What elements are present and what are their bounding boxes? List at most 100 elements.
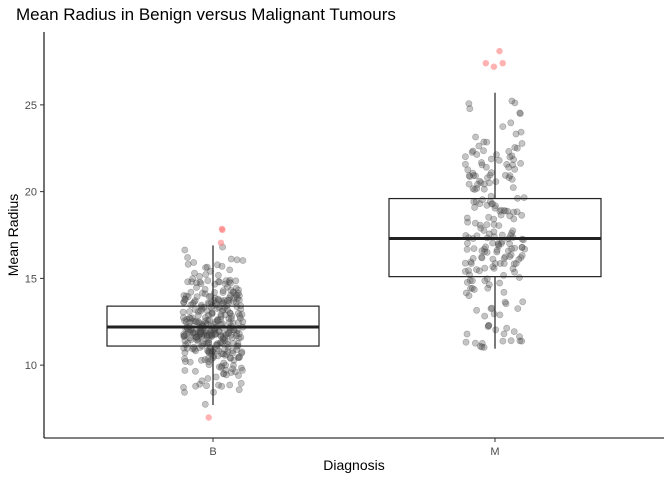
data-point (510, 208, 517, 216)
data-point (507, 119, 515, 127)
data-point (225, 278, 233, 286)
data-point (208, 299, 215, 307)
data-point (506, 253, 514, 260)
data-point (487, 155, 495, 163)
data-point (466, 277, 474, 284)
data-point (200, 332, 207, 339)
data-point (473, 184, 481, 192)
data-point (235, 296, 243, 304)
data-point (204, 347, 212, 355)
data-point (181, 246, 189, 254)
data-point (510, 260, 518, 268)
data-point (222, 366, 230, 374)
data-point (482, 243, 489, 251)
data-point (501, 253, 509, 261)
data-point (478, 159, 485, 166)
boxes (106, 92, 602, 406)
data-point (201, 290, 209, 298)
data-point (184, 293, 192, 301)
data-point (200, 330, 208, 338)
data-point (231, 368, 239, 376)
data-point (221, 296, 228, 304)
data-point (181, 317, 188, 325)
data-point (198, 377, 206, 385)
data-point (191, 328, 199, 336)
data-point (505, 147, 513, 155)
data-point (465, 267, 472, 274)
data-point (463, 214, 471, 222)
data-point (465, 180, 473, 188)
data-point (487, 192, 495, 200)
data-point (499, 337, 507, 345)
data-point (235, 353, 243, 361)
data-point (490, 221, 498, 228)
data-point (218, 307, 226, 315)
data-point (510, 156, 517, 163)
data-point (511, 244, 519, 252)
data-point (217, 313, 225, 321)
data-point (208, 333, 216, 340)
outlier-point (218, 225, 226, 233)
data-point (499, 123, 507, 130)
data-point (235, 330, 243, 338)
data-point (471, 219, 479, 227)
data-point (218, 362, 226, 370)
data-point (489, 255, 497, 263)
data-point (476, 177, 483, 185)
data-point (463, 239, 471, 247)
data-point (194, 311, 202, 319)
data-point (511, 268, 518, 276)
data-point (506, 212, 514, 220)
data-point (181, 367, 189, 374)
data-point (508, 245, 515, 253)
data-point (191, 330, 199, 338)
data-point (467, 284, 474, 292)
data-point (476, 267, 483, 275)
data-point (196, 328, 204, 336)
data-point (461, 160, 469, 168)
data-point (224, 348, 232, 355)
data-point (214, 295, 222, 303)
data-point (517, 128, 525, 136)
data-point (491, 204, 499, 212)
data-point (488, 200, 495, 208)
data-point (223, 330, 230, 338)
data-point (183, 344, 191, 352)
data-point (197, 356, 205, 364)
data-point (506, 172, 514, 179)
data-point (182, 292, 190, 300)
x-axis-title: Diagnosis (323, 457, 384, 473)
data-point (463, 278, 471, 286)
data-point (203, 329, 210, 337)
data-point (239, 318, 247, 326)
data-point (513, 208, 521, 216)
data-point (480, 138, 488, 146)
data-point (180, 330, 187, 338)
data-point (504, 207, 511, 215)
data-point (196, 330, 204, 338)
data-point (222, 361, 229, 369)
x-tick-label: M (490, 446, 499, 458)
data-point (193, 279, 200, 287)
data-point (180, 333, 188, 341)
data-point (215, 278, 222, 286)
data-point (180, 332, 188, 340)
data-point (221, 351, 229, 359)
data-point (196, 272, 203, 280)
data-point (219, 289, 227, 296)
data-point (485, 213, 493, 221)
data-point (510, 215, 518, 223)
y-tick-label: 10 (25, 360, 37, 372)
data-point (517, 254, 525, 261)
data-point (197, 280, 205, 288)
data-point (181, 388, 188, 396)
data-point (465, 292, 473, 300)
data-point (214, 271, 222, 279)
data-point (179, 314, 187, 321)
data-point (510, 328, 518, 335)
data-point (179, 308, 187, 316)
data-point (203, 332, 211, 340)
data-point (509, 227, 517, 235)
data-point (237, 333, 245, 341)
